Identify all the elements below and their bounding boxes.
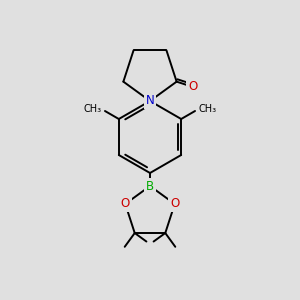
Text: O: O <box>121 197 130 211</box>
Text: O: O <box>170 197 179 211</box>
Text: B: B <box>146 179 154 193</box>
Text: N: N <box>146 94 154 107</box>
Text: CH₃: CH₃ <box>198 104 216 114</box>
Text: O: O <box>188 80 197 93</box>
Text: CH₃: CH₃ <box>84 104 102 114</box>
